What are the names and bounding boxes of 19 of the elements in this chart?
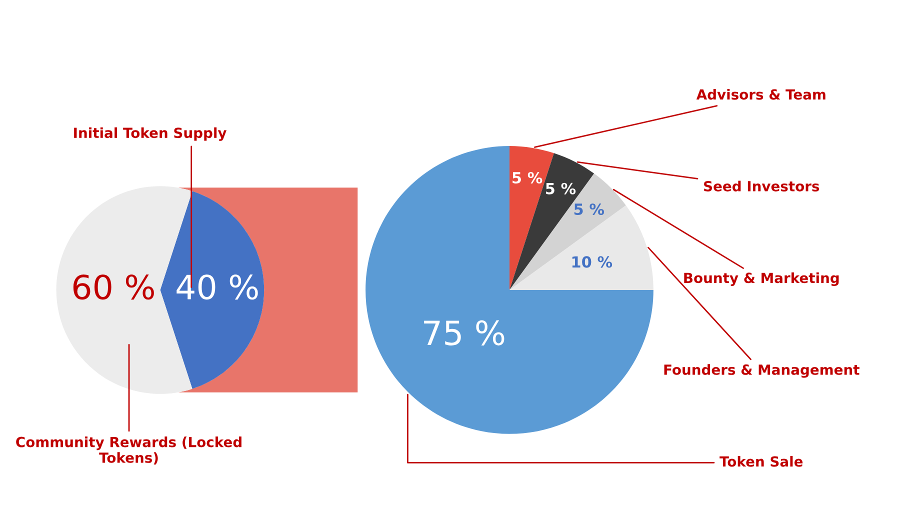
data-label: 5 % bbox=[574, 203, 604, 216]
slice-label: Bounty & Marketing bbox=[684, 272, 839, 286]
slice-label: Initial Token Supply bbox=[74, 127, 227, 141]
pie-slice bbox=[509, 205, 654, 290]
slice-label: Seed Investors bbox=[704, 180, 820, 192]
data-label: 5 % bbox=[546, 182, 576, 194]
pie-slice bbox=[509, 174, 626, 290]
data-label: 10 % bbox=[572, 256, 612, 268]
pie-slice bbox=[509, 146, 554, 290]
pie-slice bbox=[160, 191, 264, 389]
data-label: 75 % bbox=[424, 320, 504, 346]
pie-slice bbox=[366, 146, 654, 434]
slice-label: Community Rewards (Locked Tokens) bbox=[16, 436, 242, 465]
data-label: 5 % bbox=[512, 172, 542, 184]
slice-label: Founders & Management bbox=[664, 364, 860, 378]
data-label: 40 % bbox=[176, 274, 258, 300]
slice-label: Token Sale bbox=[720, 456, 803, 467]
slice-label: Advisors & Team bbox=[696, 88, 826, 100]
data-label: 60 % bbox=[73, 274, 154, 300]
